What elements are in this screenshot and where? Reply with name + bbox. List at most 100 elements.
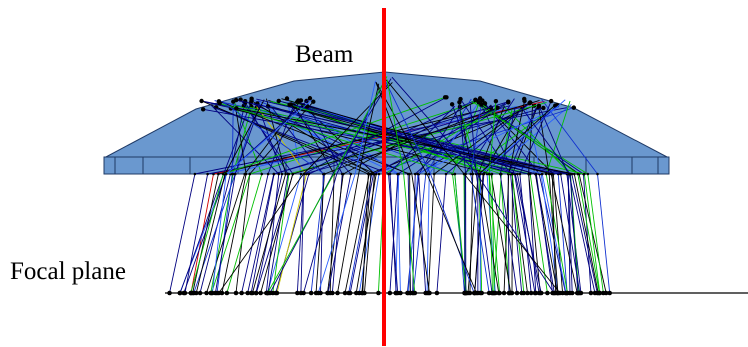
ray-inner	[482, 104, 524, 175]
ray-outer	[493, 173, 502, 294]
exit-point	[510, 172, 514, 176]
exit-point	[477, 172, 481, 176]
exit-point	[193, 172, 197, 176]
ray-outer	[529, 173, 548, 294]
emission-point	[288, 102, 294, 107]
ray-outer	[218, 173, 304, 294]
exit-point	[432, 172, 436, 176]
exit-point	[413, 172, 417, 176]
ray-outer	[349, 173, 374, 294]
ray-outer	[348, 173, 373, 294]
ray-outer	[235, 173, 251, 294]
exit-point	[233, 172, 237, 176]
ray-outer	[514, 173, 536, 294]
ray-outer	[211, 173, 227, 294]
focal-plane-hit	[315, 290, 321, 296]
ray-outer	[528, 173, 537, 294]
ray-inner	[418, 106, 461, 175]
exit-point	[408, 172, 411, 176]
exit-point	[287, 172, 291, 176]
ray-inner	[386, 79, 405, 175]
ray-inner	[417, 106, 560, 175]
ray-outer	[303, 173, 338, 294]
ray-outer	[545, 173, 568, 294]
exit-point	[224, 172, 228, 176]
ray-outer	[503, 173, 510, 294]
exit-point	[221, 172, 225, 176]
ray-outer	[528, 173, 541, 294]
exit-point	[487, 172, 491, 176]
focal-plane-hit	[258, 290, 263, 296]
ray-outer	[426, 173, 430, 294]
ray-outer	[327, 173, 352, 294]
focal-plane-hit	[525, 290, 530, 296]
focal-plane-hit	[474, 290, 479, 296]
focal-plane-hit	[528, 290, 534, 296]
exit-point	[284, 172, 287, 176]
emission-point	[541, 105, 546, 111]
focal-plane-hit	[335, 290, 340, 296]
ray-outer	[412, 173, 427, 294]
ray-outer	[582, 173, 592, 294]
ray-outer	[179, 173, 224, 294]
ray-outer	[183, 173, 227, 294]
ray-outer	[255, 173, 294, 294]
emission-point	[536, 103, 542, 109]
exit-point	[568, 172, 572, 176]
focal-plane-hit	[376, 290, 381, 296]
ray-outer	[476, 173, 555, 294]
emission-point	[234, 106, 239, 111]
ray-outer	[436, 173, 447, 294]
focal-plane-hit	[219, 290, 225, 296]
exit-point	[396, 172, 400, 176]
ray-inner	[251, 100, 372, 175]
ray-inner	[303, 82, 393, 175]
focal-plane-hit	[533, 290, 539, 296]
focal-plane-hit	[308, 290, 314, 296]
focal-plane-hit	[248, 290, 254, 296]
focal-plane-hit	[565, 290, 570, 296]
emission-point	[493, 98, 499, 104]
ray-outer	[337, 173, 360, 294]
focal-plane-hit	[463, 290, 469, 296]
focal-plane-hit	[405, 290, 411, 296]
ray-outer	[516, 173, 540, 294]
focal-plane-hit	[496, 290, 502, 296]
focal-plane-hit	[412, 290, 418, 296]
ray-outer	[491, 173, 495, 294]
ray-outer	[488, 173, 501, 294]
ray-outer	[583, 173, 601, 294]
ray-outer	[252, 173, 287, 294]
ray-outer	[573, 173, 599, 294]
focal-plane-hit	[177, 290, 183, 296]
exit-point	[573, 172, 576, 176]
ray-outer	[597, 173, 611, 294]
ray-outer	[587, 173, 604, 294]
focal-plane-hit	[551, 290, 557, 296]
radiator-dome	[103, 71, 670, 159]
ray-inner	[428, 102, 480, 175]
ray-outer	[500, 173, 510, 294]
focal-plane-hit	[501, 290, 507, 296]
focal-plane-hit	[521, 290, 527, 296]
ray-outer	[570, 173, 580, 294]
exit-point	[535, 172, 538, 176]
exit-point	[280, 172, 284, 176]
emission-point	[298, 98, 304, 103]
ray-outer	[411, 173, 430, 294]
focal-plane-hit	[188, 290, 194, 296]
focal-plane-hit	[342, 290, 348, 296]
ray-outer	[317, 173, 356, 294]
exit-point	[367, 172, 370, 176]
exit-point	[248, 172, 252, 176]
focal-plane-hit	[592, 290, 598, 296]
exit-point	[481, 172, 485, 176]
ray-outer	[551, 173, 557, 294]
focal-plane-hit	[545, 290, 550, 296]
ray-outer	[475, 173, 493, 294]
focal-plane-hit	[274, 290, 280, 296]
ray-inner	[281, 98, 552, 175]
focal-plane-hits	[167, 290, 612, 296]
exit-point	[596, 172, 599, 176]
